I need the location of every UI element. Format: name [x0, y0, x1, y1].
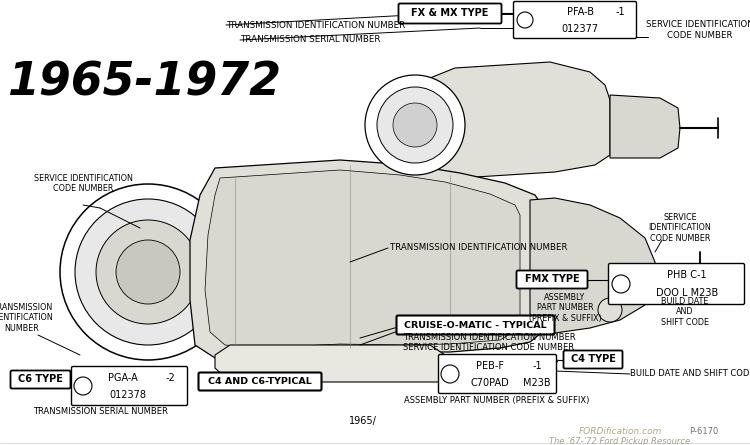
Text: PGA-A: PGA-A: [108, 373, 138, 383]
FancyBboxPatch shape: [398, 4, 502, 24]
Text: The ’67-’72 Ford Pickup Resource: The ’67-’72 Ford Pickup Resource: [550, 437, 691, 445]
FancyBboxPatch shape: [563, 351, 622, 368]
Circle shape: [365, 75, 465, 175]
FancyBboxPatch shape: [397, 316, 554, 335]
Text: PHB C-1: PHB C-1: [668, 270, 706, 280]
Circle shape: [96, 220, 200, 324]
Text: -2: -2: [165, 373, 175, 383]
Text: PEB-F: PEB-F: [476, 361, 504, 371]
Text: SERVICE IDENTIFICATION CODE NUMBER: SERVICE IDENTIFICATION CODE NUMBER: [403, 344, 574, 352]
FancyBboxPatch shape: [71, 367, 188, 405]
Text: TRANSMISSION IDENTIFICATION NUMBER: TRANSMISSION IDENTIFICATION NUMBER: [390, 243, 568, 252]
Text: P-6170: P-6170: [688, 428, 718, 437]
Circle shape: [116, 240, 180, 304]
Polygon shape: [215, 345, 450, 382]
Text: C6 TYPE: C6 TYPE: [18, 375, 63, 384]
Text: TRANSMISSION SERIAL NUMBER: TRANSMISSION SERIAL NUMBER: [32, 408, 167, 417]
Text: C70PAD: C70PAD: [471, 378, 509, 388]
Polygon shape: [190, 160, 545, 358]
FancyBboxPatch shape: [514, 1, 637, 39]
Text: M23B: M23B: [524, 378, 550, 388]
FancyBboxPatch shape: [10, 371, 70, 388]
Polygon shape: [425, 62, 610, 178]
Text: TRANSMISSION IDENTIFICATION NUMBER: TRANSMISSION IDENTIFICATION NUMBER: [403, 332, 576, 341]
Text: PFA-B: PFA-B: [566, 7, 593, 17]
Text: DOO L M23B: DOO L M23B: [656, 288, 718, 298]
FancyBboxPatch shape: [608, 263, 745, 304]
Text: BUILD DATE
AND
SHIFT CODE: BUILD DATE AND SHIFT CODE: [661, 297, 709, 327]
Circle shape: [517, 12, 533, 28]
Text: C4 AND C6-TYPICAL: C4 AND C6-TYPICAL: [208, 377, 312, 386]
Text: FX & MX TYPE: FX & MX TYPE: [411, 8, 489, 19]
Text: C4 TYPE: C4 TYPE: [571, 355, 616, 364]
Text: -1: -1: [532, 361, 542, 371]
Text: BUILD DATE AND SHIFT CODE: BUILD DATE AND SHIFT CODE: [630, 369, 750, 379]
Text: TRANSMISSION SERIAL NUMBER: TRANSMISSION SERIAL NUMBER: [240, 36, 380, 44]
Text: CRUISE-O-MATIC - TYPICAL: CRUISE-O-MATIC - TYPICAL: [404, 320, 547, 329]
Text: FORDification.com: FORDification.com: [578, 428, 662, 437]
Text: 1965/: 1965/: [349, 416, 377, 426]
Text: ASSEMBLY PART NUMBER (PREFIX & SUFFIX): ASSEMBLY PART NUMBER (PREFIX & SUFFIX): [404, 396, 590, 405]
Circle shape: [393, 103, 437, 147]
Text: 1965-1972: 1965-1972: [7, 60, 281, 105]
Polygon shape: [530, 198, 655, 333]
Circle shape: [598, 298, 622, 322]
Polygon shape: [205, 170, 520, 348]
Text: SERVICE IDENTIFICATION
CODE NUMBER: SERVICE IDENTIFICATION CODE NUMBER: [646, 20, 750, 40]
Circle shape: [60, 184, 236, 360]
Circle shape: [441, 365, 459, 383]
Text: FMX TYPE: FMX TYPE: [525, 275, 579, 284]
FancyBboxPatch shape: [439, 355, 556, 393]
Text: 012377: 012377: [562, 24, 598, 34]
Text: 012378: 012378: [110, 390, 146, 400]
FancyBboxPatch shape: [199, 372, 322, 391]
Circle shape: [612, 275, 630, 293]
Text: TRANSMISSION IDENTIFICATION NUMBER: TRANSMISSION IDENTIFICATION NUMBER: [226, 20, 405, 29]
Text: SERVICE IDENTIFICATION
CODE NUMBER: SERVICE IDENTIFICATION CODE NUMBER: [34, 174, 133, 193]
Circle shape: [74, 377, 92, 395]
Circle shape: [377, 87, 453, 163]
Text: -1: -1: [615, 7, 625, 17]
FancyBboxPatch shape: [517, 271, 587, 288]
Text: ASSEMBLY
PART NUMBER
(PREFIX & SUFFIX): ASSEMBLY PART NUMBER (PREFIX & SUFFIX): [529, 293, 602, 323]
Polygon shape: [610, 95, 680, 158]
Text: TRANSMISSION
IDENTIFICATION
NUMBER: TRANSMISSION IDENTIFICATION NUMBER: [0, 303, 53, 333]
Circle shape: [75, 199, 221, 345]
Text: SERVICE
IDENTIFICATION
CODE NUMBER: SERVICE IDENTIFICATION CODE NUMBER: [649, 213, 711, 243]
